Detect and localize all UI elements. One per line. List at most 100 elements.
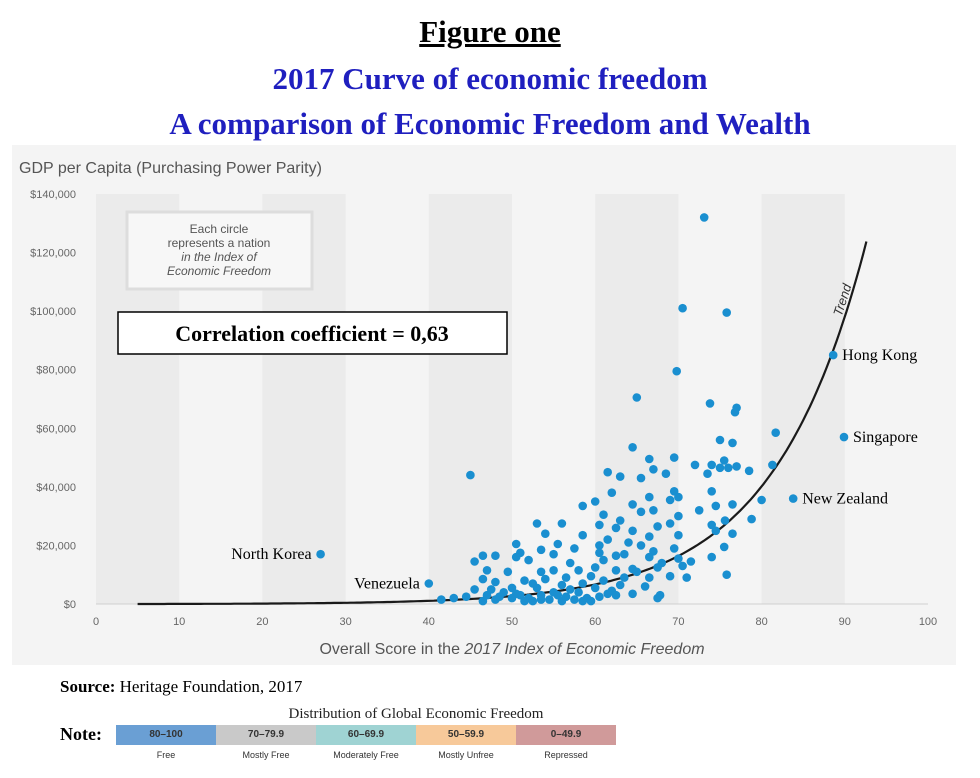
data-point bbox=[628, 443, 637, 452]
point-label: New Zealand bbox=[802, 491, 888, 508]
x-tick-label: 0 bbox=[93, 616, 99, 628]
data-point bbox=[672, 366, 681, 376]
distribution-segment-repressed: 0–49.9 bbox=[516, 725, 616, 745]
data-point bbox=[437, 595, 446, 604]
data-point bbox=[549, 549, 558, 559]
data-point bbox=[665, 519, 675, 528]
data-point bbox=[449, 593, 459, 603]
data-point bbox=[620, 549, 629, 559]
data-point bbox=[553, 539, 563, 549]
data-point bbox=[744, 466, 754, 476]
data-point bbox=[561, 573, 571, 582]
data-point bbox=[478, 574, 488, 584]
data-point bbox=[536, 595, 546, 604]
data-point bbox=[461, 592, 471, 601]
x-axis-label: Overall Score in the 2017 Index of Econo… bbox=[319, 641, 704, 658]
data-point bbox=[491, 577, 500, 587]
x-tick-label: 80 bbox=[755, 616, 767, 628]
correlation-box bbox=[117, 311, 508, 355]
data-point bbox=[536, 545, 546, 555]
data-point bbox=[722, 570, 731, 579]
x-tick-label: 50 bbox=[506, 616, 518, 628]
data-point bbox=[724, 463, 733, 473]
data-point bbox=[674, 530, 683, 540]
data-point bbox=[615, 472, 625, 481]
data-point bbox=[574, 588, 583, 597]
chart-panel: GDP per Capita (Purchasing Power Parity)… bbox=[12, 145, 956, 665]
data-point bbox=[557, 519, 567, 528]
data-point bbox=[628, 589, 637, 599]
distribution-title: Distribution of Global Economic Freedom bbox=[288, 706, 544, 722]
data-point bbox=[707, 460, 716, 470]
distribution-segment-moderately-free: 60–69.9 bbox=[316, 725, 416, 745]
data-point bbox=[503, 567, 513, 577]
data-point bbox=[645, 492, 654, 502]
data-point bbox=[705, 399, 715, 408]
data-point bbox=[632, 567, 642, 577]
data-point bbox=[636, 507, 646, 517]
data-point bbox=[528, 596, 538, 606]
labeled-point bbox=[316, 549, 325, 559]
data-point bbox=[466, 470, 475, 480]
x-tick-label: 10 bbox=[173, 616, 185, 628]
data-point bbox=[730, 407, 740, 417]
data-point bbox=[624, 538, 633, 547]
data-point bbox=[703, 469, 712, 479]
data-point bbox=[607, 488, 617, 498]
data-point bbox=[482, 590, 492, 600]
y-tick-label: $60,000 bbox=[36, 423, 76, 435]
info-box-line: Each circle bbox=[190, 222, 249, 236]
data-point bbox=[491, 595, 500, 604]
data-point bbox=[586, 596, 596, 606]
data-point bbox=[595, 592, 604, 601]
data-point bbox=[661, 469, 671, 479]
data-point bbox=[719, 456, 729, 465]
data-point bbox=[690, 460, 700, 470]
x-tick-label: 60 bbox=[589, 616, 601, 628]
data-point bbox=[632, 393, 642, 402]
data-point bbox=[728, 529, 737, 538]
data-point bbox=[653, 522, 662, 531]
data-point bbox=[628, 500, 637, 509]
chart-band bbox=[428, 194, 512, 604]
figure-subtitle-1: 2017 Curve of economic freedom bbox=[272, 61, 708, 96]
chart-band bbox=[761, 194, 845, 604]
source-label: Source: bbox=[60, 677, 116, 696]
data-point bbox=[645, 532, 654, 541]
scatter-chart: GDP per Capita (Purchasing Power Parity)… bbox=[19, 160, 937, 658]
y-tick-label: $20,000 bbox=[36, 540, 76, 552]
data-point bbox=[511, 552, 521, 562]
data-point bbox=[636, 473, 646, 483]
y-tick-label: $80,000 bbox=[36, 365, 76, 377]
y-tick-label: $40,000 bbox=[36, 482, 76, 494]
data-point bbox=[674, 492, 683, 502]
data-point bbox=[599, 576, 608, 585]
data-point bbox=[565, 585, 575, 594]
data-point bbox=[574, 566, 583, 575]
data-point bbox=[669, 544, 679, 553]
data-point bbox=[757, 495, 766, 505]
data-point bbox=[557, 596, 567, 606]
data-point bbox=[665, 495, 675, 505]
data-point bbox=[578, 579, 587, 588]
data-point bbox=[649, 506, 658, 515]
info-box bbox=[125, 210, 314, 291]
data-point bbox=[545, 595, 554, 604]
data-point bbox=[649, 465, 658, 474]
info-box-line: in the Index of bbox=[181, 250, 258, 264]
x-tick-label: 70 bbox=[672, 616, 684, 628]
point-label: Singapore bbox=[853, 429, 918, 446]
data-point bbox=[590, 583, 600, 593]
data-point bbox=[655, 590, 665, 600]
data-point bbox=[771, 428, 780, 438]
data-point bbox=[599, 510, 608, 519]
labeled-point bbox=[828, 350, 838, 360]
info-box-line: represents a nation bbox=[168, 236, 271, 250]
data-point bbox=[732, 462, 741, 471]
distribution-label-mostly-free: Mostly Free bbox=[242, 750, 290, 760]
data-point bbox=[715, 463, 725, 473]
data-point bbox=[669, 453, 679, 462]
point-label: North Korea bbox=[231, 546, 311, 563]
y-tick-label: $120,000 bbox=[30, 248, 76, 260]
data-point bbox=[707, 487, 716, 496]
